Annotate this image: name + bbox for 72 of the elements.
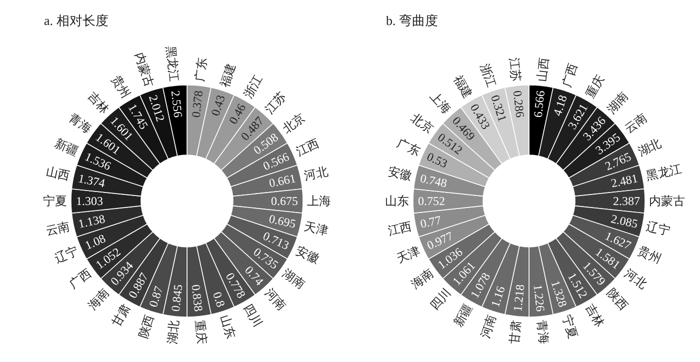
- data-label: 0.748: [418, 171, 448, 190]
- category-label: 天津: [394, 243, 422, 266]
- category-label: 山东: [385, 194, 409, 208]
- category-label: 新疆: [52, 136, 80, 159]
- category-label: 天津: [302, 219, 330, 238]
- data-label: 0.845: [168, 284, 186, 312]
- data-label: 1.627: [602, 228, 634, 253]
- category-label: 上海: [307, 194, 331, 208]
- category-label: 安徽: [294, 243, 322, 266]
- data-label: 4.18: [550, 93, 570, 118]
- data-label: 2.387: [613, 194, 640, 208]
- data-label: 0.977: [424, 228, 456, 253]
- data-label: 1.303: [76, 194, 103, 208]
- category-label: 江西: [386, 219, 414, 238]
- data-label: 0.53: [424, 149, 450, 171]
- data-label: 2.481: [610, 171, 640, 190]
- category-label: 湖北: [164, 320, 182, 345]
- category-label: 宁夏: [43, 194, 67, 208]
- data-label: 2.556: [168, 90, 186, 118]
- data-label: 1.218: [510, 284, 528, 312]
- category-label: 黑龙江: [644, 162, 684, 183]
- data-label: 0.675: [271, 194, 298, 208]
- category-label: 广东: [394, 136, 422, 159]
- data-label: 2.085: [610, 212, 640, 231]
- category-label: 青海: [534, 320, 552, 345]
- data-label: 0.43: [208, 93, 228, 118]
- category-label: 甘肃: [506, 320, 524, 345]
- data-label: 1.138: [76, 212, 106, 231]
- data-label: 0.8: [210, 290, 228, 309]
- data-label: 1.16: [488, 284, 508, 309]
- category-label: 云南: [44, 219, 72, 238]
- category-label: 山东: [217, 312, 238, 340]
- category-label: 内蒙古: [649, 194, 685, 208]
- data-label: 0.661: [268, 171, 298, 190]
- data-label: 0.321: [488, 93, 510, 124]
- category-label: 河北: [302, 164, 330, 183]
- data-label: 0.286: [510, 90, 528, 118]
- data-label: 0.87: [146, 284, 166, 309]
- category-label: 重庆: [192, 320, 210, 345]
- data-label: 0.752: [418, 194, 445, 208]
- category-label: 广西: [559, 62, 580, 90]
- category-label: 江西: [294, 136, 322, 159]
- category-label: 广东: [192, 57, 210, 82]
- category-label: 内蒙古: [132, 50, 157, 90]
- data-label: 1.374: [76, 171, 106, 190]
- category-label: 宁夏: [559, 312, 580, 340]
- category-label: 辽宁: [52, 243, 80, 266]
- data-label: 1.226: [530, 284, 548, 312]
- data-label: 1.08: [82, 231, 108, 253]
- category-label: 安徽: [386, 164, 414, 183]
- text: a. 相对长度: [44, 12, 108, 30]
- category-label: 贵州: [636, 243, 664, 266]
- category-label: 陕西: [136, 312, 157, 340]
- data-label: 2.012: [146, 93, 168, 124]
- text: b. 弯曲度: [386, 12, 438, 30]
- category-label: 山西: [44, 164, 72, 183]
- category-label: 福建: [217, 62, 238, 90]
- category-label: 辽宁: [644, 219, 672, 238]
- category-label: 黑龙江: [164, 45, 182, 82]
- data-label: 6.566: [530, 90, 548, 118]
- data-label: 0.378: [188, 90, 206, 118]
- category-label: 浙江: [478, 62, 499, 90]
- category-label: 湖北: [636, 136, 664, 159]
- data-label: 0.713: [260, 228, 292, 253]
- category-label: 河南: [478, 312, 499, 340]
- category-label: 江苏: [506, 57, 524, 82]
- data-label: 0.838: [188, 284, 206, 312]
- data-label: 0.566: [260, 149, 292, 174]
- category-label: 山西: [534, 57, 552, 82]
- data-label: 0.77: [418, 212, 442, 231]
- data-label: 1.328: [548, 278, 570, 309]
- data-label: 0.695: [268, 212, 298, 231]
